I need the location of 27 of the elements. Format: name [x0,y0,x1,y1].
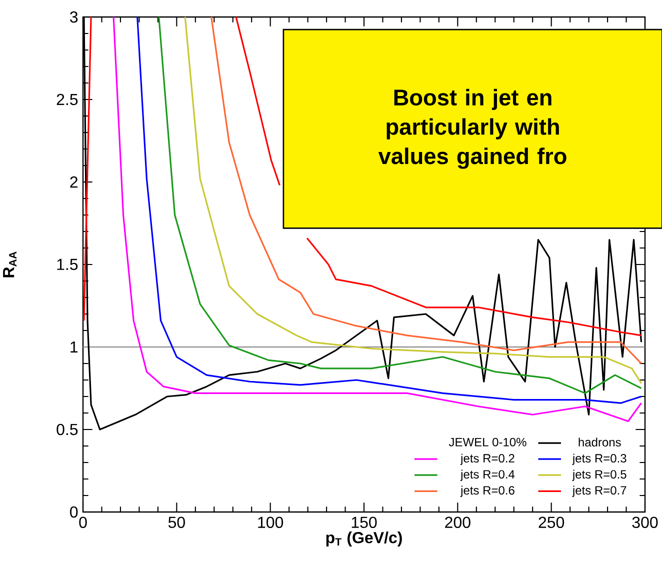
x-tick-label: 50 [168,516,185,528]
x-tick-label: 100 [258,516,284,528]
x-tick-label: 250 [538,516,564,528]
x-tick-label: 300 [632,516,658,528]
y-tick-label: 3 [70,11,78,23]
annotation: particularly with [386,118,559,140]
y-tick-label: 0.5 [56,424,78,436]
legend-label: hadrons [578,438,621,447]
x-tick-label: 150 [352,516,377,528]
legend-title: JEWEL 0-10% [448,438,526,446]
x-tick-label: 0 [79,516,87,528]
legend-label: jets R=0.3 [572,454,626,465]
y-tick-label: 2 [70,176,78,188]
legend-label: jets R=0.5 [572,470,626,481]
y-axis-title: R$_{AA}$ [3,252,16,278]
y-tick-label: 1 [70,341,78,352]
legend-label: jets R=0.7 [572,486,626,497]
legend-label: jets R=0.4 [460,470,515,481]
legend-label: jets R=0.6 [460,486,514,497]
x-tick-label: 200 [445,516,470,528]
annotation: values gained fro [378,148,566,169]
y-tick-label: 0 [70,506,78,518]
y-tick-label: 2.5 [56,94,78,106]
legend-label: jets R=0.2 [460,454,514,465]
y-tick-label: 1.5 [57,258,78,270]
annotation: Boost in jet en [394,88,552,110]
x-axis-title: p$_{T}$ (GeV/c) [326,532,402,546]
